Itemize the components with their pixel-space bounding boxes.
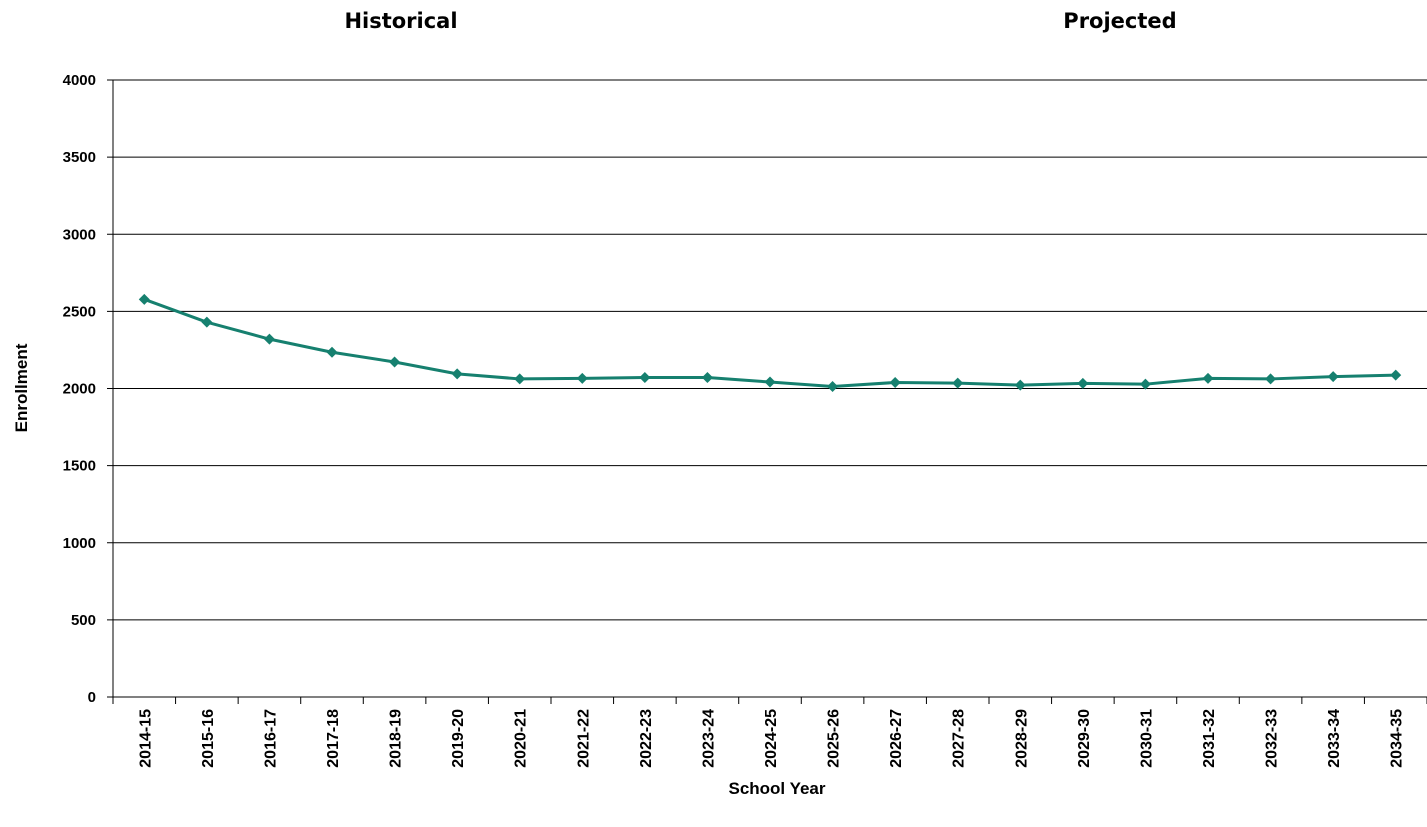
data-point-2031-32 [1202,372,1214,384]
data-point-2015-16 [201,316,213,328]
data-point-2025-26 [827,380,839,392]
data-point-2018-19 [389,356,401,368]
gridlines [107,79,1427,698]
data-point-2022-23 [639,372,651,384]
y-axis-tick-labels: 0 500 1000 1500 2000 2500 3000 3500 4000 [63,72,96,706]
y-tick-label: 1000 [63,535,96,552]
axes [107,80,1427,704]
historical-section-label: Historical [344,9,457,33]
x-tick-label: 2025-26 [826,709,843,768]
x-tick-label: 2022-23 [638,709,655,768]
y-tick-label: 1500 [63,458,96,475]
x-tick-label: 2020-21 [513,709,530,768]
data-point-2019-20 [451,368,463,380]
y-tick-label: 3000 [63,226,96,243]
x-tick-label: 2024-25 [763,709,780,768]
x-tick-label: 2021-22 [575,709,592,768]
data-point-2032-33 [1265,373,1277,385]
x-tick-label: 2029-30 [1076,709,1093,768]
data-point-2034-35 [1390,369,1402,381]
data-point-2033-34 [1327,371,1339,383]
data-point-2016-17 [263,333,275,345]
data-point-2021-22 [576,372,588,384]
x-tick-label: 2026-27 [888,709,905,768]
y-tick-label: 2500 [63,303,96,320]
projected-section-label: Projected [1063,9,1176,33]
y-tick-label: 2000 [63,381,96,398]
x-tick-label: 2032-33 [1264,709,1281,768]
x-tick-label: 2015-16 [200,709,217,768]
x-tick-label: 2030-31 [1138,709,1155,768]
x-tick-label: 2014-15 [137,709,154,768]
y-tick-label: 4000 [63,72,96,89]
data-point-2028-29 [1014,379,1026,391]
y-tick-label: 0 [88,689,96,706]
x-tick-label: 2018-19 [388,709,405,768]
series-group [138,293,1402,392]
data-point-2024-25 [764,376,776,388]
x-tick-label: 2023-24 [700,709,717,768]
x-tick-label: 2027-28 [951,709,968,768]
data-point-2030-31 [1139,378,1151,390]
data-point-2029-30 [1077,377,1089,389]
data-point-2027-28 [952,377,964,389]
data-point-2014-15 [138,293,150,305]
data-point-2026-27 [889,376,901,388]
data-point-2017-18 [326,346,338,358]
x-axis-title: School Year [728,779,825,798]
y-tick-label: 500 [71,612,96,629]
data-point-2023-24 [701,372,713,384]
x-tick-label: 2028-29 [1013,709,1030,768]
x-axis-tick-labels: 2014-15 2015-16 2016-17 2017-18 2018-19 2019-… [137,709,1405,768]
x-tick-label: 2034-35 [1389,709,1406,768]
x-tick-label: 2016-17 [262,709,279,768]
x-tick-label: 2033-34 [1326,709,1343,768]
y-axis-title: Enrollment [12,343,31,432]
y-tick-label: 3500 [63,149,96,166]
x-tick-label: 2017-18 [325,709,342,768]
x-tick-label: 2019-20 [450,709,467,768]
x-tick-label: 2031-32 [1201,709,1218,768]
data-point-2020-21 [514,373,526,385]
